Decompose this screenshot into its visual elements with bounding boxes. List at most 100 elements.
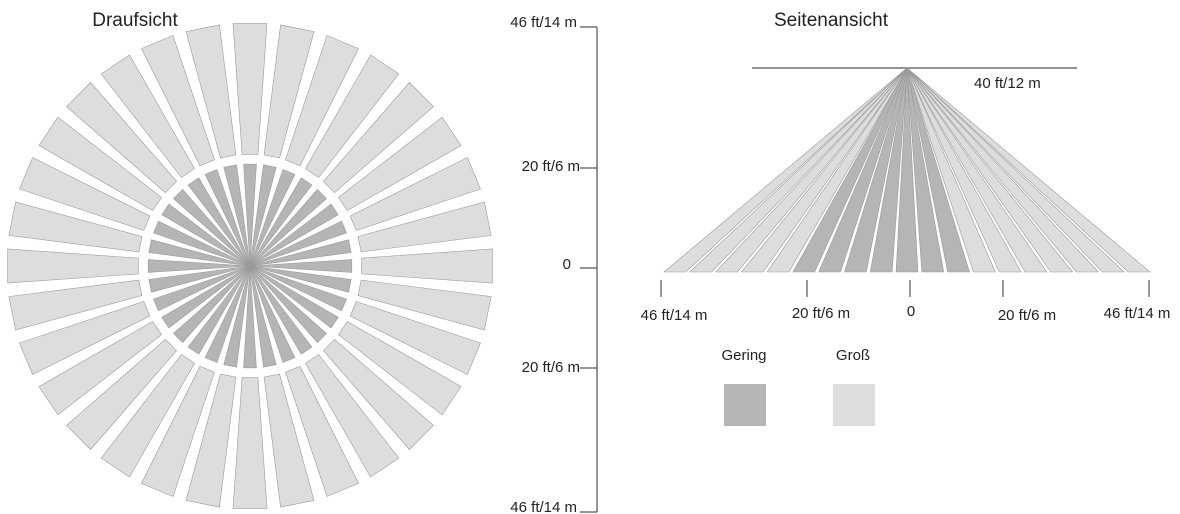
outer-zone xyxy=(141,365,215,497)
inner-zone xyxy=(204,265,251,363)
inner-zone xyxy=(187,265,251,355)
legend-swatch-low xyxy=(724,384,766,426)
side-beams xyxy=(663,67,1151,273)
inner-zone xyxy=(153,220,251,267)
side-view: Seitenansicht 40 ft/12 m 46 ft/14 m 20 f… xyxy=(641,10,1171,324)
side-beam xyxy=(906,67,1048,273)
distance-label: 0 xyxy=(907,303,915,320)
outer-zone xyxy=(338,116,462,211)
scale-label: 20 ft/6 m xyxy=(522,359,580,376)
side-beam xyxy=(895,67,919,273)
inner-zone xyxy=(153,265,251,312)
side-beam xyxy=(906,67,970,273)
side-beam xyxy=(906,67,996,273)
legend-label-low: Gering xyxy=(721,347,766,364)
side-beam xyxy=(663,67,908,273)
inner-zone xyxy=(243,163,257,267)
inner-zone xyxy=(249,265,352,293)
inner-zone xyxy=(249,164,277,267)
outer-zone xyxy=(322,338,434,450)
side-beam xyxy=(714,67,908,273)
side-beam xyxy=(689,67,908,273)
distance-label: 46 ft/14 m xyxy=(1104,305,1171,322)
inner-zone xyxy=(249,265,277,368)
inner-zone xyxy=(249,189,327,267)
distance-scale: 46 ft/14 m 20 ft/6 m 0 20 ft/6 m 46 ft/1… xyxy=(510,14,598,514)
scale-label: 46 ft/14 m xyxy=(510,499,577,514)
inner-zone xyxy=(249,203,339,267)
side-beam xyxy=(792,67,908,273)
inner-zone xyxy=(249,265,339,329)
side-view-title: Seitenansicht xyxy=(774,10,889,31)
side-beam xyxy=(906,67,1074,273)
inner-zone xyxy=(249,265,347,312)
inner-zone xyxy=(249,177,313,267)
inner-detection-ring xyxy=(147,163,353,369)
side-beam xyxy=(906,67,1100,273)
outer-zone xyxy=(305,354,400,478)
outer-zone xyxy=(349,157,481,231)
inner-zone xyxy=(249,259,353,273)
inner-zone xyxy=(249,239,352,267)
outer-zone xyxy=(100,54,195,178)
scale-label: 0 xyxy=(563,256,571,273)
side-beam xyxy=(740,67,908,273)
inner-zone xyxy=(161,265,251,329)
outer-zone xyxy=(7,248,139,284)
inner-zone xyxy=(243,265,257,369)
outer-detection-ring xyxy=(7,23,493,509)
outer-zone xyxy=(141,35,215,167)
inner-zone xyxy=(223,164,251,267)
inner-zone xyxy=(161,203,251,267)
outer-zone xyxy=(349,301,481,375)
outer-zone xyxy=(232,23,268,155)
inner-zone xyxy=(249,265,296,363)
inner-zone xyxy=(249,220,347,267)
outer-zone xyxy=(19,157,151,231)
inner-zone xyxy=(249,265,313,355)
outer-zone xyxy=(263,24,315,159)
outer-zone xyxy=(285,365,359,497)
inner-zone xyxy=(249,169,296,267)
distance-label: 20 ft/6 m xyxy=(792,305,850,322)
legend-swatch-high xyxy=(833,384,875,426)
distance-label: 20 ft/6 m xyxy=(998,307,1056,324)
inner-zone xyxy=(249,265,327,343)
outer-zone xyxy=(38,321,162,416)
side-beam xyxy=(869,67,908,273)
outer-zone xyxy=(322,82,434,194)
inner-zone xyxy=(148,265,251,293)
inner-zone xyxy=(173,265,251,343)
side-beam xyxy=(906,67,1151,273)
side-beam xyxy=(844,67,908,273)
top-view-title: Draufsicht xyxy=(92,10,178,31)
inner-zone xyxy=(204,169,251,267)
outer-zone xyxy=(38,116,162,211)
side-beam xyxy=(906,67,1022,273)
side-beam xyxy=(906,67,1125,273)
side-beam xyxy=(818,67,908,273)
inner-zone xyxy=(173,189,251,267)
inner-zone xyxy=(187,177,251,267)
outer-zone xyxy=(100,354,195,478)
outer-zone xyxy=(66,82,178,194)
outer-zone xyxy=(185,373,237,508)
side-beam xyxy=(906,67,945,273)
mounting-height-label: 40 ft/12 m xyxy=(974,75,1041,92)
outer-zone xyxy=(357,279,492,331)
scale-label: 46 ft/14 m xyxy=(510,14,577,31)
distance-label: 46 ft/14 m xyxy=(641,307,708,324)
outer-zone xyxy=(8,279,143,331)
outer-zone xyxy=(357,201,492,253)
outer-zone xyxy=(263,373,315,508)
inner-zone xyxy=(147,259,251,273)
inner-zone xyxy=(223,265,251,368)
outer-zone xyxy=(305,54,400,178)
inner-zone xyxy=(148,239,251,267)
outer-zone xyxy=(19,301,151,375)
legend: Gering Groß xyxy=(721,347,875,426)
outer-zone xyxy=(361,248,493,284)
outer-zone xyxy=(66,338,178,450)
side-beam xyxy=(766,67,908,273)
